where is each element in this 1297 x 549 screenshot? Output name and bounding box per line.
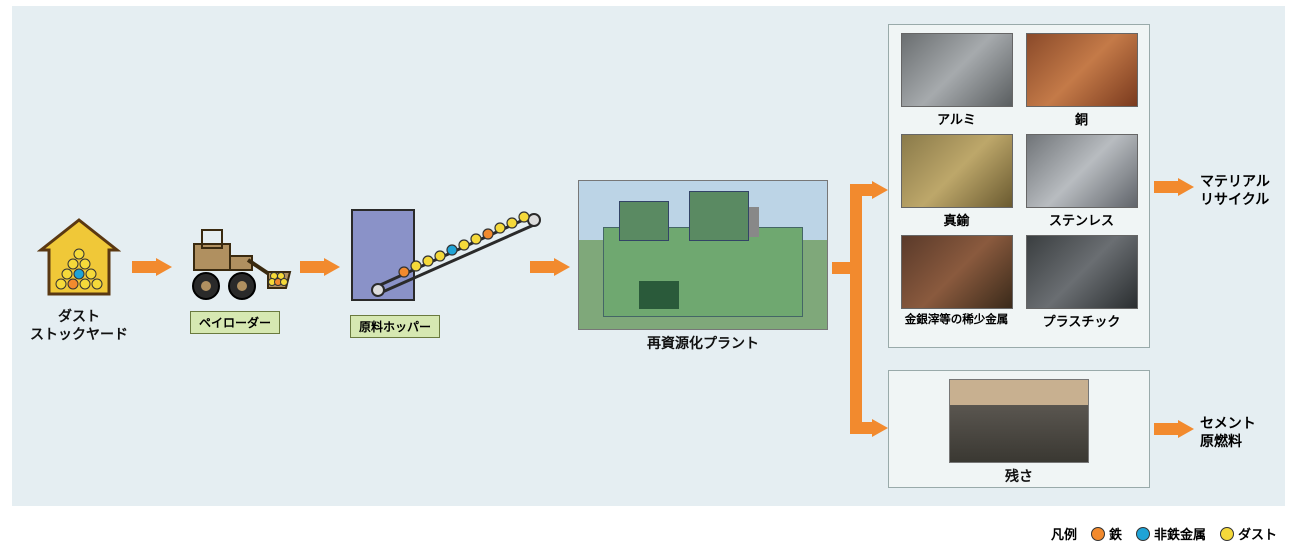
residue-photo	[949, 379, 1089, 463]
stage-payloader: ペイローダー	[176, 226, 294, 334]
diagram-canvas: ダスト ストックヤード ペイローダー	[0, 0, 1297, 549]
cell-brass: 真鍮	[897, 134, 1016, 229]
split-bracket	[832, 178, 888, 445]
residue-label: 残さ	[889, 467, 1149, 485]
materials-grid: アルミ 銅 真鍮 ステンレス 金銀滓等の稀少金属 プラスチック	[889, 25, 1149, 338]
cement-1: セメント	[1200, 415, 1256, 431]
legend-nonferrous-dot	[1136, 527, 1150, 541]
legend-title: 凡例	[1051, 524, 1077, 543]
storehouse-icon	[37, 218, 121, 298]
legend-nonferrous-label: 非鉄金属	[1154, 524, 1206, 543]
arrow-1	[132, 258, 172, 276]
output-box-materials: アルミ 銅 真鍮 ステンレス 金銀滓等の稀少金属 プラスチック	[888, 24, 1150, 348]
legend-iron: 鉄	[1091, 524, 1122, 543]
legend: 凡例 鉄 非鉄金属 ダスト	[1051, 524, 1277, 543]
payloader-label: ペイローダー	[190, 311, 280, 334]
cell-stainless-label: ステンレス	[1022, 210, 1141, 229]
cell-precious-label: 金銀滓等の稀少金属	[897, 311, 1016, 327]
hopper-icon	[346, 194, 546, 306]
cell-copper: 銅	[1022, 33, 1141, 128]
legend-iron-label: 鉄	[1109, 524, 1122, 543]
stage-stockyard: ダスト ストックヤード	[26, 218, 132, 343]
cell-precious: 金銀滓等の稀少金属	[897, 235, 1016, 330]
plant-label: 再資源化プラント	[578, 334, 828, 352]
cell-plastic-label: プラスチック	[1022, 311, 1141, 330]
cell-aluminum-label: アルミ	[897, 109, 1016, 128]
arrow-3	[530, 258, 570, 276]
stockyard-label-2: ストックヤード	[30, 326, 128, 342]
cell-copper-label: 銅	[1022, 109, 1141, 128]
legend-dust-label: ダスト	[1238, 524, 1277, 543]
cell-brass-label: 真鍮	[897, 210, 1016, 229]
stage-hopper: 原料ホッパー	[346, 194, 546, 338]
payloader-icon	[176, 226, 294, 302]
legend-nonferrous: 非鉄金属	[1136, 524, 1206, 543]
stockyard-label-1: ダスト	[58, 308, 100, 324]
cell-aluminum: アルミ	[897, 33, 1016, 128]
arrow-material-recycle	[1154, 178, 1194, 196]
legend-dust-dot	[1220, 527, 1234, 541]
legend-dust: ダスト	[1220, 524, 1277, 543]
cell-plastic: プラスチック	[1022, 235, 1141, 330]
output-box-residue: 残さ	[888, 370, 1150, 488]
plant-photo	[578, 180, 828, 330]
hopper-label: 原料ホッパー	[350, 315, 440, 338]
arrow-cement	[1154, 420, 1194, 438]
legend-iron-dot	[1091, 527, 1105, 541]
material-recycle-1: マテリアル	[1200, 173, 1270, 189]
label-cement: セメント 原燃料	[1200, 414, 1256, 450]
cell-stainless: ステンレス	[1022, 134, 1141, 229]
material-recycle-2: リサイクル	[1200, 191, 1269, 207]
stockyard-label: ダスト ストックヤード	[26, 307, 132, 343]
cement-2: 原燃料	[1200, 433, 1242, 449]
label-material-recycle: マテリアル リサイクル	[1200, 172, 1270, 208]
stage-plant: 再資源化プラント	[578, 180, 828, 352]
arrow-2	[300, 258, 340, 276]
